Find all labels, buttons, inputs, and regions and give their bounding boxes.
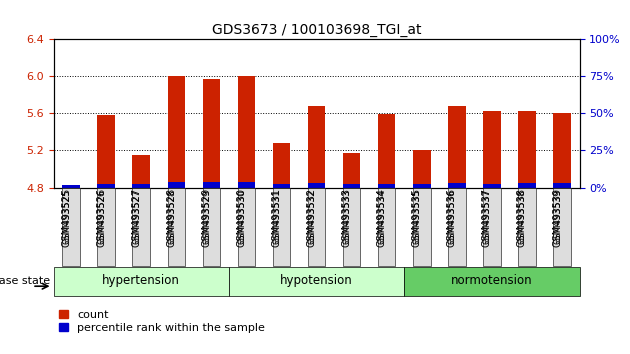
Bar: [203, 182, 220, 188]
Text: GSM493529: GSM493529: [202, 189, 212, 244]
Bar: [132, 184, 150, 188]
Bar: [273, 143, 290, 188]
Bar: [483, 184, 501, 188]
Text: GSM493528: GSM493528: [168, 189, 176, 244]
FancyBboxPatch shape: [404, 267, 580, 296]
Text: GSM493537: GSM493537: [483, 189, 492, 244]
Text: GSM493531: GSM493531: [273, 189, 282, 244]
Text: GSM493535: GSM493535: [412, 188, 422, 247]
Bar: [413, 184, 430, 188]
Text: GSM493539: GSM493539: [553, 189, 562, 244]
Bar: [343, 153, 360, 188]
Bar: [483, 112, 501, 188]
Text: GSM493530: GSM493530: [236, 188, 246, 247]
FancyBboxPatch shape: [132, 188, 150, 266]
Text: GSM493538: GSM493538: [517, 188, 527, 247]
FancyBboxPatch shape: [238, 188, 255, 266]
Bar: [553, 113, 571, 188]
Text: GSM493536: GSM493536: [448, 189, 457, 244]
FancyBboxPatch shape: [54, 267, 229, 296]
FancyBboxPatch shape: [168, 188, 185, 266]
FancyBboxPatch shape: [378, 188, 396, 266]
FancyBboxPatch shape: [553, 188, 571, 266]
Text: hypertension: hypertension: [102, 274, 180, 287]
Text: GSM493532: GSM493532: [307, 188, 317, 247]
Bar: [308, 106, 325, 188]
Text: GSM493539: GSM493539: [552, 188, 562, 247]
Bar: [448, 106, 466, 188]
Text: GSM493526: GSM493526: [97, 189, 106, 244]
Bar: [343, 184, 360, 188]
Bar: [168, 76, 185, 188]
Bar: [273, 184, 290, 188]
Bar: [238, 76, 255, 188]
FancyBboxPatch shape: [308, 188, 325, 266]
Text: GSM493534: GSM493534: [377, 188, 387, 247]
FancyBboxPatch shape: [448, 188, 466, 266]
Bar: [203, 79, 220, 188]
Bar: [62, 185, 80, 188]
Text: hypotension: hypotension: [280, 274, 353, 287]
FancyBboxPatch shape: [518, 188, 536, 266]
Bar: [553, 183, 571, 188]
FancyBboxPatch shape: [229, 267, 404, 296]
Text: GSM493526: GSM493526: [96, 188, 106, 247]
Text: normotension: normotension: [451, 274, 533, 287]
Text: GSM493533: GSM493533: [343, 189, 352, 244]
Text: GSM493530: GSM493530: [238, 189, 246, 244]
Text: GSM493531: GSM493531: [272, 188, 282, 247]
Text: GSM493538: GSM493538: [518, 189, 527, 244]
FancyBboxPatch shape: [483, 188, 501, 266]
Bar: [168, 182, 185, 188]
Text: GSM493535: GSM493535: [413, 189, 422, 244]
Text: GSM493527: GSM493527: [132, 189, 141, 244]
Text: disease state: disease state: [0, 276, 50, 286]
Bar: [238, 182, 255, 188]
Text: GSM493532: GSM493532: [307, 189, 317, 244]
Bar: [518, 112, 536, 188]
Bar: [518, 183, 536, 188]
Bar: [132, 155, 150, 188]
Bar: [98, 115, 115, 188]
FancyBboxPatch shape: [273, 188, 290, 266]
Bar: [378, 114, 396, 188]
Text: GSM493529: GSM493529: [202, 188, 212, 247]
Legend: count, percentile rank within the sample: count, percentile rank within the sample: [59, 310, 265, 333]
Bar: [378, 184, 396, 188]
Text: GSM493534: GSM493534: [378, 189, 387, 244]
Text: GSM493533: GSM493533: [341, 188, 352, 247]
FancyBboxPatch shape: [62, 188, 80, 266]
Bar: [308, 183, 325, 188]
Text: GSM493525: GSM493525: [61, 188, 71, 247]
Text: GSM493537: GSM493537: [482, 188, 492, 247]
Bar: [413, 149, 430, 188]
Text: GSM493536: GSM493536: [447, 188, 457, 247]
FancyBboxPatch shape: [98, 188, 115, 266]
Text: GSM493527: GSM493527: [131, 188, 141, 247]
FancyBboxPatch shape: [343, 188, 360, 266]
Text: GSM493528: GSM493528: [166, 188, 176, 247]
FancyBboxPatch shape: [413, 188, 430, 266]
Text: GSM493525: GSM493525: [62, 189, 71, 244]
Title: GDS3673 / 100103698_TGI_at: GDS3673 / 100103698_TGI_at: [212, 23, 421, 36]
FancyBboxPatch shape: [203, 188, 220, 266]
Bar: [98, 184, 115, 188]
Bar: [448, 183, 466, 188]
